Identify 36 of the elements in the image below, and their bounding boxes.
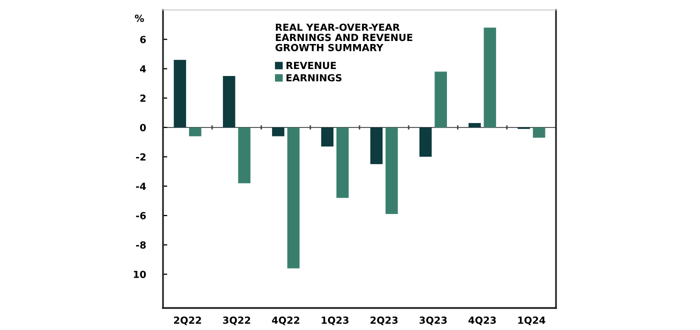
y-tick-label: 2 [140, 94, 146, 102]
x-tick-label: 3Q22 [223, 316, 250, 326]
y-tick-label: -2 [136, 153, 146, 160]
y-tick-label: 10 [134, 270, 146, 278]
bar [336, 127, 349, 198]
x-tick-label: 4Q23 [468, 316, 496, 326]
x-tick-label: 4Q22 [272, 316, 300, 326]
x-tick-label: 1Q23 [322, 316, 348, 326]
bar [484, 28, 496, 128]
x-tick-label: 2Q23 [370, 316, 398, 326]
y-tick-label: 6 [140, 36, 146, 44]
bar [174, 60, 186, 128]
legend-label: REVENUE [286, 62, 336, 70]
y-tick-label: 4 [140, 65, 146, 72]
bar [287, 127, 300, 268]
y-tick-label: -8 [136, 241, 146, 249]
bar [272, 127, 284, 136]
bar [238, 127, 250, 184]
bar [321, 127, 334, 147]
bar [532, 127, 546, 138]
y-axis-title: % [134, 14, 144, 22]
x-tick-label: 1Q24 [518, 316, 546, 326]
bar [468, 123, 481, 128]
legend-label: EARNINGS [286, 74, 342, 82]
text: REAL YEAR-OVER-YEAR EARNINGS AND REVENUE GROWTH SUMMARY [275, 24, 412, 52]
y-tick-label: -4 [136, 182, 146, 190]
bar [370, 127, 383, 164]
y-tick-label: 0 [140, 124, 146, 132]
bar [222, 76, 236, 128]
bar [386, 127, 398, 214]
x-tick-label: 2Q22 [174, 316, 201, 326]
bar [419, 127, 432, 157]
x-tick-label: 3Q23 [420, 316, 447, 326]
bar [434, 72, 447, 128]
y-tick-label: -6 [136, 212, 146, 220]
bar [189, 127, 202, 136]
